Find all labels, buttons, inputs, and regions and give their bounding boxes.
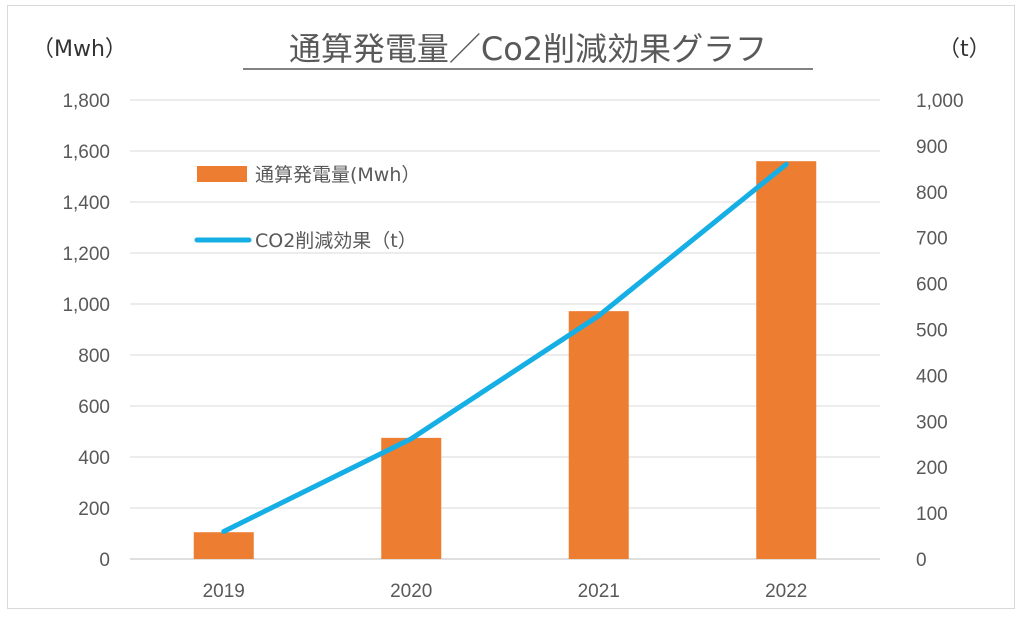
legend-bar-label: 通算発電量(Mwh） xyxy=(255,164,420,186)
line-series xyxy=(221,161,789,534)
left-tick-label: 800 xyxy=(78,346,110,367)
left-tick-label: 400 xyxy=(78,448,110,469)
right-tick-label: 300 xyxy=(916,412,948,433)
right-tick-label: 200 xyxy=(916,458,948,479)
right-tick-label: 0 xyxy=(916,550,927,571)
x-axis-ticks: 2019 2020 2021 2022 xyxy=(203,581,808,602)
left-tick-label: 1,600 xyxy=(62,142,110,163)
right-tick-label: 400 xyxy=(916,366,948,387)
bar xyxy=(193,532,254,559)
left-axis-ticks: 0 200 400 600 800 1,000 1,200 1,400 1,600 1,800 xyxy=(62,91,110,571)
left-axis-unit: （Mwh） xyxy=(32,37,127,62)
left-tick-label: 1,400 xyxy=(62,193,110,214)
legend-bar-swatch xyxy=(197,166,247,182)
right-axis-unit: （t） xyxy=(938,37,991,62)
bar xyxy=(568,311,629,559)
left-tick-label: 1,800 xyxy=(62,91,110,112)
left-tick-label: 1,200 xyxy=(62,244,110,265)
bar xyxy=(756,161,817,559)
right-tick-label: 600 xyxy=(916,275,948,296)
left-tick-label: 0 xyxy=(99,550,110,571)
x-tick-label: 2021 xyxy=(578,581,620,602)
x-tick-label: 2022 xyxy=(765,581,807,602)
gridlines xyxy=(130,99,880,560)
bar xyxy=(381,437,442,559)
legend-line-label: CO2削減効果（t） xyxy=(255,230,417,252)
right-tick-label: 500 xyxy=(916,321,948,342)
right-tick-label: 900 xyxy=(916,137,948,158)
legend: 通算発電量(Mwh） CO2削減効果（t） xyxy=(194,164,420,252)
right-axis-ticks: 0 100 200 300 400 500 600 700 800 900 1,000 xyxy=(916,91,964,571)
bar-series xyxy=(193,161,817,559)
x-tick-label: 2019 xyxy=(203,581,245,602)
left-tick-label: 600 xyxy=(78,397,110,418)
x-tick-label: 2020 xyxy=(390,581,432,602)
right-tick-label: 800 xyxy=(916,183,948,204)
right-tick-label: 700 xyxy=(916,229,948,250)
chart-title: 通算発電量／Co2削減効果グラフ xyxy=(289,30,767,68)
co2-line xyxy=(221,161,789,534)
left-tick-label: 1,000 xyxy=(62,295,110,316)
right-tick-label: 100 xyxy=(916,504,948,525)
left-tick-label: 200 xyxy=(78,499,110,520)
right-tick-label: 1,000 xyxy=(916,91,964,112)
